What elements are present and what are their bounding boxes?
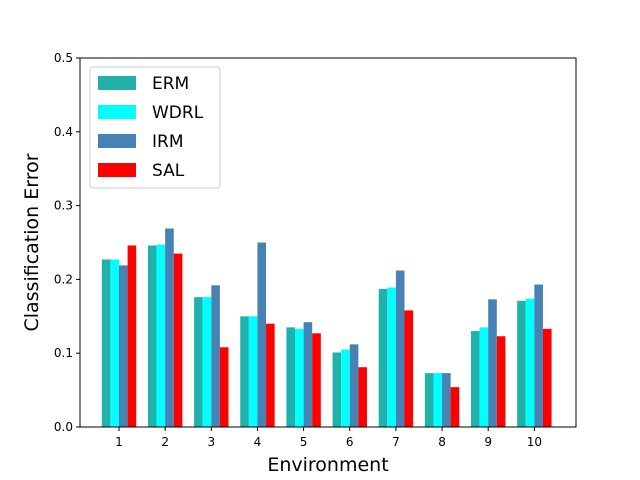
x-tick-label: 9 [484, 435, 492, 449]
bar-wdrl-8 [433, 373, 443, 427]
bar-irm-7 [395, 270, 405, 427]
bar-sal-7 [404, 310, 414, 427]
x-tick-label: 8 [438, 435, 446, 449]
bar-wdrl-3 [202, 297, 212, 427]
legend-swatch-sal [98, 163, 136, 177]
legend-swatch-irm [98, 134, 136, 148]
bar-wdrl-10 [525, 298, 535, 427]
bar-erm-2 [147, 245, 157, 427]
bar-irm-4 [257, 242, 267, 427]
legend-label-erm: ERM [152, 74, 189, 94]
bar-erm-9 [471, 331, 480, 427]
y-tick-label: 0.2 [54, 272, 73, 286]
bar-erm-6 [332, 352, 342, 427]
bar-irm-10 [534, 284, 543, 427]
x-tick-label: 2 [161, 435, 169, 449]
bar-erm-8 [424, 373, 434, 427]
x-tick-label: 10 [527, 435, 542, 449]
x-tick-label: 1 [115, 435, 123, 449]
y-tick-label: 0.0 [54, 420, 73, 434]
legend-label-irm: IRM [152, 132, 184, 152]
axes-frame [79, 57, 577, 428]
bar-wdrl-1 [110, 259, 119, 427]
bar-wdrl-9 [479, 327, 489, 427]
legend-box [89, 66, 221, 189]
x-tick-label: 5 [300, 435, 308, 449]
legend-swatch-erm [98, 76, 136, 90]
y-axis: 0.0 0.1 0.2 0.3 0.4 0.5 [54, 51, 80, 434]
legend-swatch-wdrl [98, 105, 136, 119]
bar-sal-5 [312, 333, 321, 427]
bar-sal-8 [450, 387, 460, 427]
bar-irm-2 [165, 228, 174, 427]
legend: ERM WDRL IRM SAL [89, 66, 221, 189]
bar-irm-3 [211, 285, 220, 427]
x-tick-label: 7 [392, 435, 400, 449]
x-axis-label: Environment [267, 454, 388, 476]
legend-label-wdrl: WDRL [152, 103, 204, 123]
bar-sal-2 [173, 253, 183, 427]
x-tick-label: 6 [346, 435, 354, 449]
x-axis: 1 2 3 4 5 6 7 8 9 10 [115, 427, 542, 449]
bar-erm-1 [101, 259, 111, 427]
bar-irm-5 [303, 322, 313, 427]
x-tick-label: 4 [254, 435, 262, 449]
bar-wdrl-7 [387, 287, 396, 427]
bar-erm-4 [240, 316, 249, 427]
bar-sal-1 [127, 245, 137, 427]
bar-erm-5 [286, 327, 295, 427]
y-tick-label: 0.4 [54, 125, 73, 139]
bar-erm-7 [378, 288, 388, 427]
legend-label-sal: SAL [152, 161, 185, 181]
bar-erm-10 [517, 300, 526, 427]
bar-wdrl-2 [156, 244, 166, 427]
bar-wdrl-5 [295, 328, 304, 427]
bar-sal-3 [219, 347, 229, 427]
bar-sal-10 [542, 328, 552, 427]
bar-irm-1 [119, 265, 128, 427]
bar-erm-3 [194, 297, 203, 427]
bar-irm-6 [349, 344, 359, 427]
bar-irm-8 [442, 373, 451, 427]
x-tick-label: 3 [207, 435, 215, 449]
y-tick-label: 0.1 [54, 346, 73, 360]
bar-wdrl-4 [248, 316, 258, 427]
bar-sal-4 [266, 323, 275, 427]
bar-sal-6 [358, 367, 367, 427]
y-tick-label: 0.3 [54, 199, 73, 213]
bars-layer [101, 228, 552, 427]
bar-irm-9 [488, 299, 497, 427]
bar-wdrl-6 [341, 349, 350, 427]
y-axis-label: Classification Error [21, 153, 43, 331]
bar-sal-9 [496, 336, 506, 427]
y-tick-label: 0.5 [54, 51, 73, 65]
